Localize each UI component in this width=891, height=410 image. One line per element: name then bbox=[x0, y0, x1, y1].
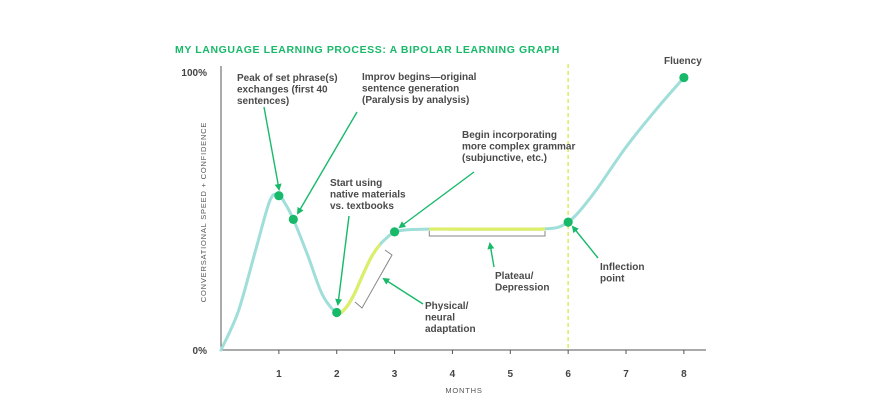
annotation-line: Inflection bbox=[600, 262, 644, 273]
annotation-line: Begin incorporating bbox=[462, 130, 557, 141]
annotation-line: Fluency bbox=[664, 56, 702, 67]
milestone-dot bbox=[563, 217, 573, 227]
annotation-line: sentences) bbox=[237, 96, 289, 107]
annotation-arrow bbox=[398, 171, 475, 229]
annotation-line: (Paralysis by analysis) bbox=[362, 95, 469, 106]
annotation-arrow bbox=[296, 111, 358, 215]
annotations: Peak of set phrase(s)exchanges (first 40… bbox=[237, 56, 702, 335]
annotation-line: vs. textbooks bbox=[330, 201, 394, 212]
x-tick-label: 3 bbox=[392, 369, 398, 380]
x-tick-label: 7 bbox=[623, 369, 629, 380]
annotation: Peak of set phrase(s)exchanges (first 40… bbox=[237, 73, 338, 191]
milestone-dot bbox=[332, 307, 342, 318]
x-tick-label: 1 bbox=[276, 369, 282, 380]
y-tick-label: 0% bbox=[193, 346, 208, 357]
annotation: Plateau/Depression bbox=[487, 242, 549, 294]
chart-title: MY LANGUAGE LEARNING PROCESS: A BIPOLAR … bbox=[175, 44, 560, 56]
milestone-dot bbox=[389, 227, 400, 237]
annotation: Fluency bbox=[664, 56, 702, 67]
x-tick-label: 2 bbox=[334, 369, 340, 380]
milestone-dot bbox=[288, 214, 298, 224]
adaptation-bracket bbox=[354, 249, 393, 309]
milestone-markers bbox=[274, 72, 689, 318]
annotation-line: Improv begins—original bbox=[362, 72, 477, 83]
y-axis-label: CONVERSATIONAL SPEED + CONFIDENCE bbox=[199, 122, 208, 302]
plateau-bracket bbox=[428, 231, 546, 237]
annotation-line: Peak of set phrase(s) bbox=[237, 73, 338, 84]
annotation-arrow bbox=[382, 277, 424, 305]
milestone-dot bbox=[274, 191, 284, 201]
annotation-line: native materials bbox=[330, 190, 406, 201]
annotation-arrow bbox=[335, 215, 350, 306]
annotation-line: Depression bbox=[495, 283, 549, 294]
annotation-line: more complex grammar bbox=[462, 142, 575, 153]
y-tick-labels: 0% 100% bbox=[181, 68, 207, 357]
annotation-line: point bbox=[600, 274, 625, 285]
annotation-line: exchanges (first 40 bbox=[237, 85, 328, 96]
annotation-line: adaptation bbox=[425, 324, 476, 335]
annotation-line: (subjunctive, etc.) bbox=[462, 153, 547, 164]
annotation-line: Plateau/ bbox=[495, 271, 534, 282]
annotation-arrow bbox=[571, 225, 599, 259]
annotation-line: sentence generation bbox=[362, 84, 459, 95]
x-tick-label: 6 bbox=[565, 369, 571, 380]
milestone-dot bbox=[679, 72, 689, 83]
x-tick-label: 5 bbox=[508, 369, 514, 380]
x-tick-label: 8 bbox=[681, 369, 687, 380]
annotation-line: Start using bbox=[330, 178, 382, 189]
y-tick-label: 100% bbox=[181, 68, 207, 79]
x-axis-label: MONTHS bbox=[445, 386, 482, 395]
x-tick-label: 4 bbox=[450, 369, 456, 380]
x-tick-labels: 1 2 3 4 5 6 7 8 bbox=[276, 350, 687, 380]
annotation-line: neural bbox=[425, 313, 455, 324]
annotation-line: Physical/ bbox=[425, 301, 469, 312]
annotation-arrow bbox=[487, 242, 495, 268]
annotation-arrow bbox=[263, 106, 282, 191]
